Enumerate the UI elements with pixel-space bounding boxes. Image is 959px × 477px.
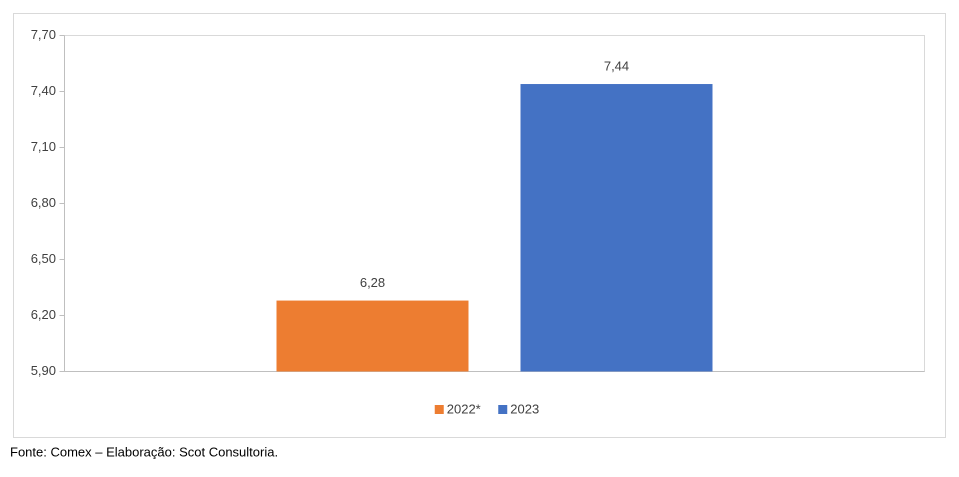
y-tick-label: 7,40 (31, 83, 56, 98)
chart-frame (13, 13, 946, 438)
y-tick-label: 6,20 (31, 307, 56, 322)
y-tick-label: 6,50 (31, 251, 56, 266)
legend-swatch (498, 405, 508, 414)
data-label: 6,28 (360, 275, 385, 290)
legend-swatch (434, 405, 444, 414)
legend-label: 2023 (510, 401, 539, 416)
data-label: 7,44 (604, 58, 629, 73)
source-note: Fonte: Comex – Elaboração: Scot Consulto… (10, 444, 278, 459)
y-tick-label: 6,80 (31, 195, 56, 210)
legend-label: 2022* (447, 401, 481, 416)
y-tick-label: 5,90 (31, 363, 56, 378)
y-tick-label: 7,10 (31, 139, 56, 154)
y-tick-label: 7,70 (31, 27, 56, 42)
bar (276, 300, 469, 372)
bar (520, 84, 713, 372)
